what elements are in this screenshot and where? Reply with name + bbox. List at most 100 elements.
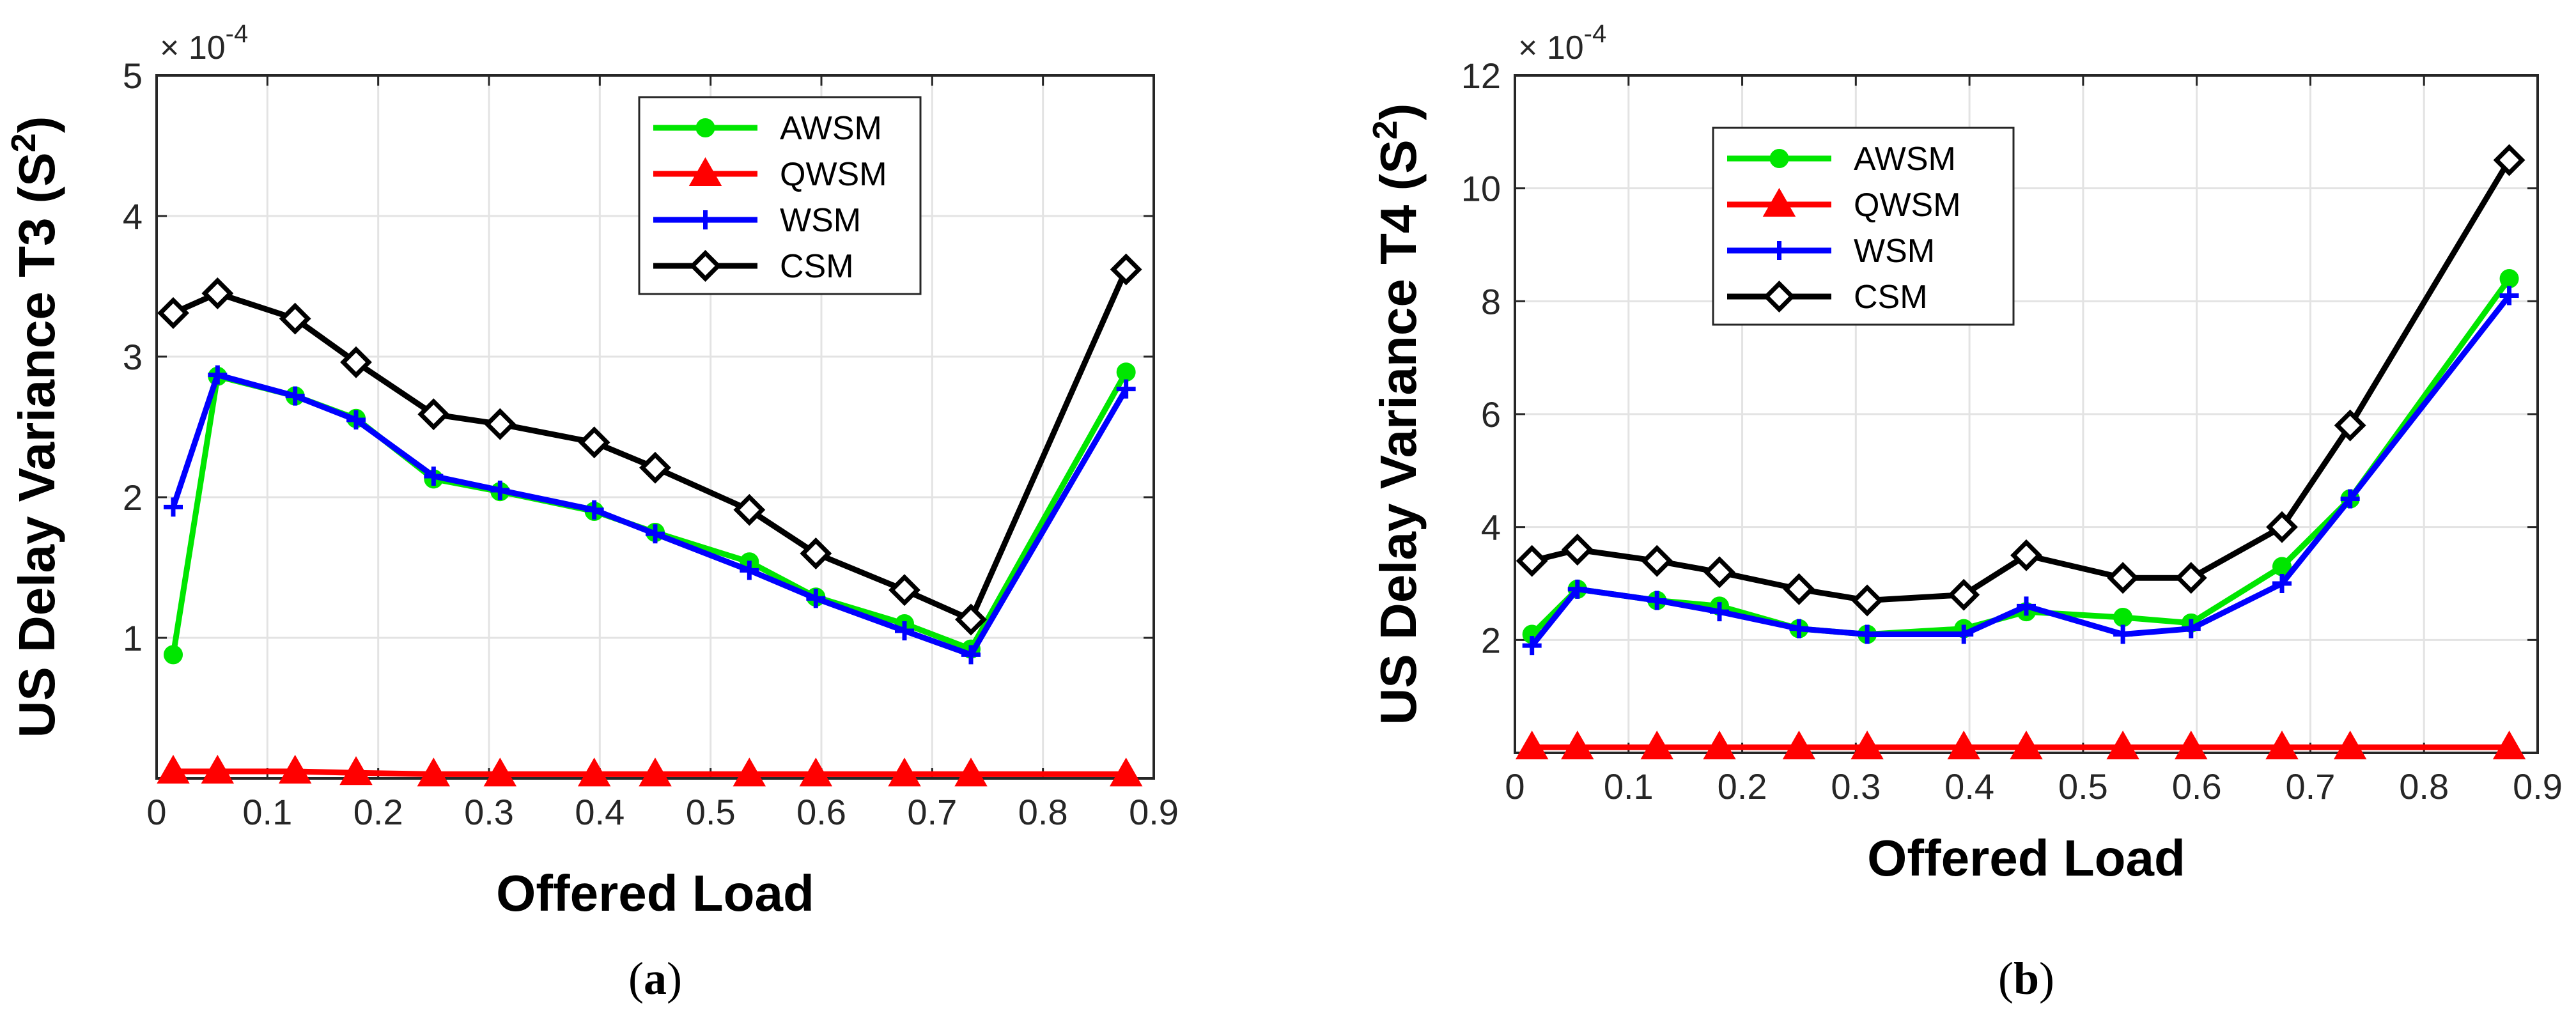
data-point-wsm [584,500,604,520]
legend-marker-qwsm [688,157,722,186]
data-point-wsm [1567,579,1587,599]
data-point-csm [2010,539,2042,571]
y-axis-label-text: US Delay Variance T3 (S [8,152,65,738]
data-point-qwsm [2492,731,2526,760]
data-point-wsm [646,524,665,544]
data-point-wsm [208,365,228,385]
data-point-qwsm [2175,731,2208,760]
data-point-csm [201,277,234,309]
y-axis-label: US Delay Variance T3 (S2) [4,116,65,738]
y-axis-label-superscript: 2 [1366,120,1404,139]
y-multiplier-exponent: -4 [1584,20,1607,48]
x-tick-label: 0.9 [1129,792,1179,832]
data-point-wsm [2181,619,2201,638]
x-tick-label: 0.1 [242,792,292,832]
legend-marker-csm [689,250,722,282]
data-point-csm [1948,578,1980,611]
data-point-csm [578,426,610,459]
series-wsm [1522,286,2519,656]
data-point-wsm [2340,489,2360,509]
caption-letter: b [2013,953,2039,1004]
data-point-csm [800,537,832,569]
data-point-csm [1516,545,1548,577]
data-point-qwsm [2106,731,2139,760]
y-tick-label: 12 [1461,56,1501,96]
data-point-csm [417,398,450,431]
legend-marker-wsm [1769,241,1789,260]
data-point-csm [1641,545,1673,577]
data-point-wsm [490,481,510,500]
data-point-csm [279,302,311,335]
caption-open-paren: ( [1998,953,2013,1004]
data-point-qwsm [888,757,921,787]
y-tick-label: 5 [123,56,143,96]
legend-label-awsm: AWSM [780,110,882,147]
legend-label-wsm: WSM [780,202,861,239]
legend-label-qwsm: QWSM [780,156,887,193]
data-point-wsm [895,621,914,640]
x-tick-label: 0.2 [1718,766,1767,807]
data-point-qwsm [577,757,611,787]
figure-caption: (a) [628,953,682,1004]
y-tick-label: 6 [1481,394,1501,435]
x-tick-label: 0.9 [2513,766,2563,807]
data-point-awsm [164,645,183,665]
data-point-csm [1561,534,1594,566]
data-point-awsm [2499,269,2519,288]
data-point-qwsm [1640,731,1673,760]
data-point-qwsm [417,757,451,787]
data-point-csm [888,574,920,607]
data-point-wsm [2113,624,2133,644]
data-point-qwsm [1851,731,1884,760]
legend-marker-wsm [695,210,715,229]
x-tick-label: 0.6 [2172,766,2222,807]
x-tick-label: 0.3 [464,792,514,832]
data-point-qwsm [1782,731,1816,760]
data-point-csm [484,408,516,440]
data-point-wsm [740,561,759,580]
x-tick-label: 0.2 [353,792,403,832]
y-tick-label: 4 [1481,507,1501,548]
data-point-csm [1703,556,1735,589]
data-point-wsm [285,386,305,406]
data-point-qwsm [954,757,988,787]
data-point-awsm [1116,362,1136,382]
legend-marker-awsm [695,118,715,137]
data-point-csm [639,451,671,484]
data-point-qwsm [733,757,766,787]
legend-marker-awsm [1769,149,1789,168]
series-wsm [164,365,1136,665]
data-point-qwsm [799,757,833,787]
data-point-csm [2334,409,2366,442]
y-tick-label: 3 [123,337,143,377]
legend: AWSM QWSM WSM CSM [638,96,922,295]
data-point-csm [2266,511,2298,543]
data-point-qwsm [1109,757,1143,787]
data-point-wsm [1710,602,1729,622]
data-point-wsm [1858,624,1877,644]
x-axis-label: Offered Load [496,865,814,922]
data-point-wsm [346,410,366,429]
chart-b: 0 0.1 0.2 0.3 0.4 0.5 0.6 0.7 0.8 0.9 2 4 6 8 10 12 × 10… [1366,20,2563,1004]
y-axis-label-text: US Delay Variance T4 (S [1370,139,1427,725]
data-point-wsm [1522,636,1542,656]
legend-label-wsm: WSM [1854,233,1935,270]
data-point-qwsm [1515,731,1549,760]
figure-caption: (b) [1998,953,2054,1004]
data-point-wsm [1116,379,1136,399]
x-tick-label: 0.7 [907,792,957,832]
x-tick-label: 0.8 [1018,792,1068,832]
y-tick-label: 4 [123,196,143,236]
y-tick-label: 8 [1481,281,1501,321]
y-tick-label: 1 [123,618,143,658]
x-tick-label: 0.4 [575,792,625,832]
y-axis-label-suffix: ) [8,116,65,134]
series-csm [157,253,1142,636]
chart-a: 0 0.1 0.2 0.3 0.4 0.5 0.6 0.7 0.8 0.9 1 2 3 4 5 × 10-4 U… [4,20,1179,1004]
data-point-qwsm [1947,731,1980,760]
y-multiplier-exponent: -4 [226,20,249,48]
data-point-csm [2107,562,2139,594]
caption-open-paren: ( [628,953,644,1004]
data-point-csm [340,346,372,378]
